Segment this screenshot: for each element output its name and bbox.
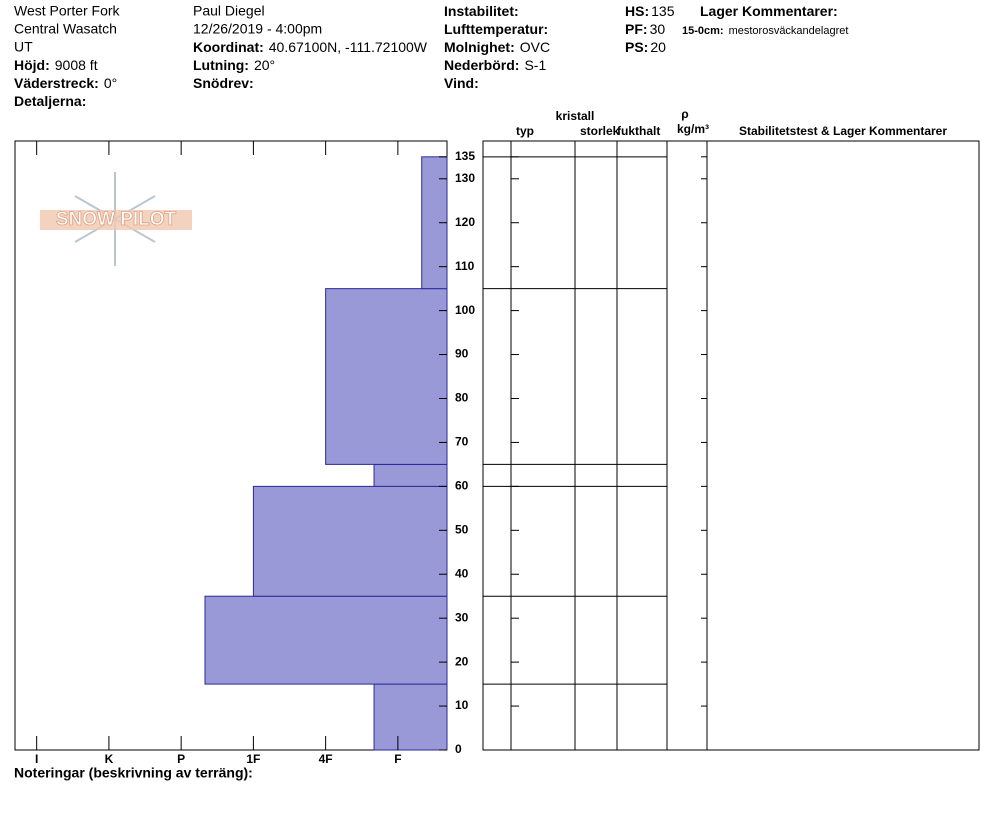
y-tick-label: 90: [455, 347, 469, 361]
field-value: 0°: [104, 75, 117, 91]
field-label: PS:: [625, 39, 648, 55]
header-field: Detaljerna:: [14, 93, 86, 109]
field-label: Instabilitet:: [444, 3, 519, 19]
field-label: Lufttemperatur:: [444, 21, 548, 37]
field-value: 9008 ft: [55, 57, 98, 73]
header-text: Paul Diegel: [193, 3, 265, 19]
header-field: PS: 20: [625, 39, 666, 55]
hardness-bar: [252, 485, 448, 597]
notes-label: Noteringar (beskrivning av terräng):: [14, 765, 253, 781]
header-field: Instabilitet:: [444, 3, 519, 19]
column-header: kg/m³: [677, 122, 709, 136]
x-tick-label: I: [35, 752, 38, 766]
y-tick-label: 10: [455, 698, 469, 712]
column-header: typ: [516, 124, 534, 138]
x-tick-label: 1F: [246, 752, 260, 766]
column-header: fukthalt: [617, 124, 660, 138]
y-tick-label: 110: [455, 259, 475, 273]
logo-text: SNOW PILOT: [56, 209, 177, 230]
field-label: Höjd:: [14, 57, 50, 73]
field-label: Vind:: [444, 75, 479, 91]
field-label: Lager Kommentarer:: [700, 3, 838, 19]
header-field: Lufttemperatur:: [444, 21, 548, 37]
y-tick-label: 50: [455, 522, 469, 536]
header-text: UT: [14, 39, 33, 55]
table-frame: [482, 140, 980, 751]
logo: SNOW PILOT: [40, 172, 192, 266]
hardness-bar: [204, 595, 448, 685]
header-text: West Porter Fork: [14, 3, 121, 19]
field-value: 20°: [254, 57, 275, 73]
field-value: 135: [651, 3, 675, 19]
field-label: Snödrev:: [193, 75, 254, 91]
column-header: storlek: [580, 124, 620, 138]
hardness-bar: [325, 288, 448, 465]
field-label: Molnighet:: [444, 39, 515, 55]
field-label: HS:: [625, 3, 649, 19]
field-value: OVC: [520, 39, 550, 55]
field-label: Lutning:: [193, 57, 249, 73]
header-field: Snödrev:: [193, 75, 254, 91]
y-tick-label: 70: [455, 435, 469, 449]
x-tick-label: K: [105, 752, 114, 766]
field-label: Väderstreck:: [14, 75, 99, 91]
field-value: mestorosväckandelagret: [729, 25, 849, 37]
x-tick-label: 4F: [319, 752, 333, 766]
field-value: S-1: [524, 57, 546, 73]
header-field: Väderstreck: 0°: [14, 75, 117, 91]
column-header: kristall: [556, 109, 595, 123]
header-field: Lutning: 20°: [193, 57, 275, 73]
x-tick-label: F: [394, 752, 401, 766]
y-tick-label: 20: [455, 654, 469, 668]
y-tick-label: 135: [455, 149, 475, 163]
field-label: 15-0cm:: [682, 25, 724, 37]
y-tick-label: 100: [455, 303, 475, 317]
y-tick-label: 60: [455, 479, 469, 493]
field-value: 30: [650, 21, 666, 37]
header-field: Höjd: 9008 ft: [14, 57, 98, 73]
column-header: Stabilitetstest & Lager Kommentarer: [739, 124, 947, 138]
header-field: Vind:: [444, 75, 479, 91]
y-tick-label: 40: [455, 566, 469, 580]
field-value: 20: [650, 39, 666, 55]
header-field: Koordinat: 40.67100N, -111.72100W: [193, 39, 428, 55]
header-field: HS: 135: [625, 3, 675, 19]
y-tick-label: 120: [455, 215, 475, 229]
y-tick-label: 30: [455, 610, 469, 624]
y-tick-label: 130: [455, 171, 475, 185]
field-label: Nederbörd:: [444, 57, 519, 73]
header-field: Nederbörd: S-1: [444, 57, 546, 73]
hardness-bar: [373, 683, 448, 751]
y-tick-label: 0: [455, 742, 462, 756]
header-field: Lager Kommentarer:: [700, 3, 838, 19]
header-field: 15-0cm: mestorosväckandelagret: [682, 25, 848, 37]
field-label: Detaljerna:: [14, 93, 86, 109]
x-tick-label: P: [177, 752, 185, 766]
field-label: PF:: [625, 21, 648, 37]
hardness-bar: [373, 463, 448, 487]
header-text: 12/26/2019 - 4:00pm: [193, 21, 322, 37]
column-header: ρ: [681, 107, 688, 121]
header-field: PF: 30: [625, 21, 665, 37]
header-field: Molnighet: OVC: [444, 39, 550, 55]
y-tick-label: 80: [455, 391, 469, 405]
field-value: 40.67100N, -111.72100W: [269, 39, 428, 55]
field-label: Koordinat:: [193, 39, 264, 55]
header-text: Central Wasatch: [14, 21, 117, 37]
